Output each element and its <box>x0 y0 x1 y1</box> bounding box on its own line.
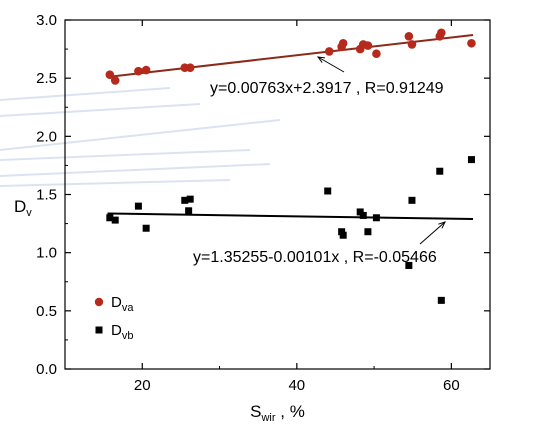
point-va <box>437 28 446 38</box>
point-vb <box>437 296 445 304</box>
legend-label-vb: Dvb <box>111 322 133 342</box>
point-va <box>363 41 373 50</box>
y-tick-label: 3.0 <box>36 12 57 29</box>
point-va <box>467 38 476 48</box>
plot-frame <box>64 19 491 370</box>
point-va <box>372 49 381 59</box>
point-vb <box>372 214 380 222</box>
point-va <box>338 38 348 48</box>
faint-line <box>0 149 251 161</box>
point-vb <box>106 214 114 222</box>
point-vb <box>436 167 444 175</box>
y-tick-label: 2.5 <box>36 70 57 87</box>
arrow-shaft <box>419 221 446 245</box>
axis-ticks: 20 40 60 0.0 0.5 1.0 1.5 2.0 2.5 3.0 <box>36 12 490 394</box>
point-va <box>134 66 143 76</box>
point-va <box>324 47 334 56</box>
x-tick-label: 40 <box>288 377 305 394</box>
faint-line <box>0 87 171 101</box>
point-va <box>105 70 115 79</box>
y-tick-label: 2.0 <box>36 128 57 145</box>
fit-line-0 <box>107 34 474 79</box>
y-axis-title: Dv <box>14 197 32 219</box>
point-vb <box>186 195 194 203</box>
y-tick-label: 0.0 <box>36 361 57 378</box>
point-va <box>185 63 195 72</box>
fit-lines <box>107 34 474 221</box>
point-vb <box>364 228 372 236</box>
fit-line-1 <box>107 212 474 221</box>
point-va <box>110 76 120 85</box>
fit-annotation-vb: y=1.35255-0.00101x , R=-0.05466 <box>193 249 437 266</box>
x-tick-label: 60 <box>443 377 460 394</box>
legend-marker-va <box>94 297 104 307</box>
faint-line <box>0 103 201 117</box>
point-va <box>404 31 414 41</box>
x-axis-title: Swir , % <box>250 402 305 424</box>
point-vb <box>339 231 347 239</box>
point-vb <box>142 224 150 232</box>
point-vb <box>359 211 367 219</box>
y-tick-label: 0.5 <box>36 303 57 320</box>
faint-line <box>0 163 271 177</box>
arrow-head <box>316 56 326 63</box>
point-vb <box>467 156 475 164</box>
legend-label-va: Dva <box>111 294 134 314</box>
point-vb <box>408 196 416 204</box>
arrow-shaft <box>317 56 345 73</box>
data-points <box>105 28 476 304</box>
annotation-arrow-va <box>316 56 345 73</box>
fit-annotation-va: y=0.00763x+2.3917 , R=0.91249 <box>210 80 444 97</box>
legend-marker-vb <box>95 326 103 334</box>
point-vb <box>111 216 119 224</box>
faint-line <box>0 119 281 151</box>
annotation-arrow-vb <box>419 221 446 245</box>
point-vb <box>324 187 332 195</box>
point-vb <box>185 207 193 215</box>
x-tick-label: 20 <box>134 377 151 394</box>
point-vb <box>405 261 413 269</box>
faint-line <box>0 179 231 187</box>
point-va <box>407 40 417 49</box>
arrow-head <box>438 221 446 229</box>
legend: Dva Dvb <box>94 294 134 342</box>
y-tick-label: 1.5 <box>36 187 57 204</box>
point-vb <box>181 196 189 204</box>
y-tick-label: 1.0 <box>36 245 57 262</box>
point-vb <box>134 202 142 210</box>
point-va <box>141 65 151 75</box>
faint-overlay <box>0 87 281 187</box>
